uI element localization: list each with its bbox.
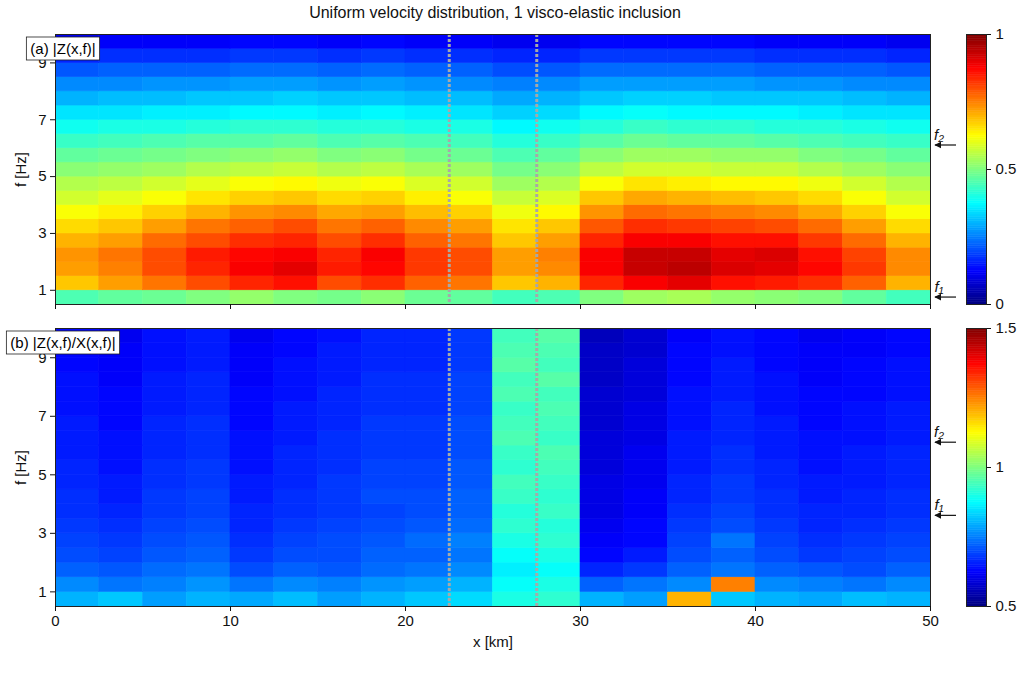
- svg-text:f [Hz]: f [Hz]: [12, 450, 29, 485]
- svg-text:7: 7: [38, 407, 46, 424]
- svg-text:1: 1: [996, 458, 1004, 475]
- svg-text:1.5: 1.5: [996, 319, 1017, 336]
- svg-text:0: 0: [996, 295, 1004, 312]
- svg-text:f₁: f₁: [935, 496, 944, 513]
- svg-text:f₂: f₂: [934, 423, 944, 440]
- svg-text:10: 10: [222, 612, 239, 629]
- svg-text:f₂: f₂: [934, 126, 944, 143]
- svg-text:20: 20: [397, 612, 414, 629]
- svg-text:3: 3: [38, 524, 46, 541]
- svg-text:5: 5: [38, 167, 46, 184]
- svg-text:x [km]: x [km]: [473, 633, 513, 650]
- svg-text:1: 1: [996, 26, 1004, 42]
- svg-text:7: 7: [38, 111, 46, 128]
- svg-text:0: 0: [51, 612, 59, 629]
- svg-text:9: 9: [38, 53, 47, 71]
- svg-text:30: 30: [572, 612, 589, 629]
- svg-text:(a) |Z(x,f)|: (a) |Z(x,f)|: [30, 40, 95, 57]
- svg-text:f [Hz]: f [Hz]: [12, 152, 29, 187]
- svg-text:0.5: 0.5: [996, 160, 1017, 177]
- html-text:Uniform velocity distribution,: Uniform velocity distribution, 1 visco-e…: [309, 4, 681, 21]
- svg-text:5: 5: [38, 466, 46, 483]
- svg-text:3: 3: [38, 224, 46, 241]
- svg-text:40: 40: [747, 612, 764, 629]
- svg-text:1: 1: [38, 281, 46, 298]
- svg-text:9: 9: [38, 348, 47, 366]
- svg-text:0.5: 0.5: [996, 597, 1017, 614]
- svg-text:f₁: f₁: [935, 278, 944, 295]
- svg-text:50: 50: [922, 612, 939, 629]
- svg-text:1: 1: [38, 583, 46, 600]
- svg-text:(b) |Z(x,f)/X(x,f)|: (b) |Z(x,f)/X(x,f)|: [10, 334, 115, 351]
